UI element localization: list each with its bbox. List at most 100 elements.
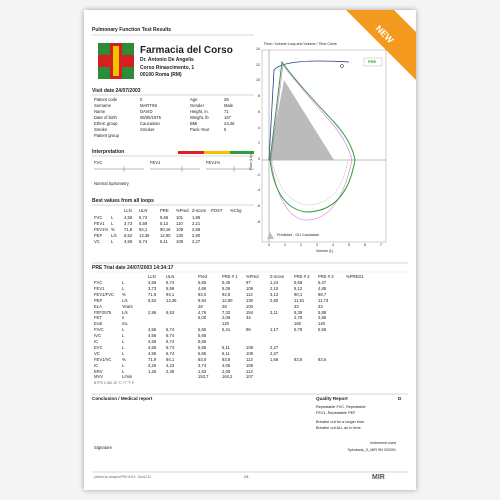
- cell: 3,11: [270, 309, 278, 315]
- cell: s: [122, 315, 125, 321]
- cell: 101: [176, 215, 183, 220]
- cell: 2,06: [222, 315, 231, 321]
- field-value: Smoker: [140, 127, 155, 132]
- cell: 6,74: [166, 327, 175, 333]
- cell: 4,56: [124, 239, 133, 244]
- field-value: 5: [224, 127, 227, 132]
- cell: 112: [246, 291, 253, 297]
- cell: 6,11: [222, 344, 230, 350]
- quality-title: Quality Report: [316, 396, 348, 401]
- clinic-name: Farmacia del Corso: [140, 45, 233, 56]
- cell: 6,74: [139, 239, 148, 244]
- clinic-address: Corso Rinascimento, 1: [140, 65, 195, 71]
- cell: 2,68: [192, 227, 201, 232]
- x-tick-label: 1: [284, 243, 286, 247]
- field-value: 23,46: [224, 121, 235, 126]
- column-header: LLN: [148, 274, 156, 279]
- predicted-legend: Predicted - GLI Caucasian: [277, 233, 320, 237]
- cell: 2,80: [270, 297, 279, 303]
- cell: 4,56: [148, 350, 157, 356]
- instrument-label: Instrument used: [370, 441, 396, 445]
- end-marker: [340, 64, 344, 68]
- cell: 5,68: [294, 280, 303, 285]
- logo: [98, 43, 134, 79]
- flow-volume-loop: [269, 159, 356, 213]
- legend-box: [363, 57, 383, 67]
- cell: 6,52: [148, 297, 157, 303]
- cell: 153,7: [198, 374, 209, 380]
- cell: 3,73: [124, 221, 133, 226]
- cell: IVC: [94, 333, 101, 339]
- cell: L: [122, 285, 125, 291]
- cell: L: [122, 350, 125, 356]
- gauge-label: FVC: [94, 160, 103, 165]
- cell: 4,56: [148, 333, 157, 339]
- predicted-icon: [267, 232, 274, 239]
- field-label: Weight, lb: [190, 115, 209, 120]
- cell: 33: [294, 303, 299, 309]
- field-value: 0: [140, 97, 143, 102]
- cell: L: [122, 344, 125, 350]
- report-page: Pulmonary Function Test Results NEW Farmac…: [84, 10, 416, 490]
- cell: 2,06: [222, 368, 231, 374]
- cell: 5,65: [198, 333, 207, 339]
- y-tick-label: -8: [256, 219, 260, 224]
- column-header: Z-score: [270, 274, 285, 279]
- x-tick-label: 7: [380, 243, 382, 247]
- cell: 1,24: [270, 280, 279, 285]
- y-tick-label: 2: [258, 141, 260, 146]
- section-title: Interpretation: [92, 149, 125, 155]
- cell: Years: [122, 303, 133, 309]
- cell: L: [111, 239, 114, 244]
- cell: 13,36: [139, 233, 150, 238]
- cell: 5,56: [318, 327, 327, 333]
- cell: 28: [198, 303, 203, 309]
- cell: FIVC: [94, 327, 104, 333]
- x-tick-label: 2: [300, 243, 302, 247]
- cell: 11,73: [318, 297, 329, 303]
- column-header: PRE # 3: [318, 274, 334, 279]
- section-title: Conclusion / Medical report: [92, 396, 153, 401]
- y-tick-label: -6: [256, 204, 260, 208]
- cell: 4,56: [124, 215, 133, 220]
- cell: 6,74: [166, 339, 175, 344]
- cell: 13,36: [166, 297, 177, 303]
- cell: ELA: [94, 303, 102, 309]
- cell: FEV1/VC: [94, 356, 112, 362]
- y-tick-label: -2: [256, 172, 260, 177]
- cell: 2,39: [166, 368, 175, 374]
- cell: 97: [246, 280, 251, 285]
- field-value: 167: [224, 115, 231, 120]
- cell: L: [122, 333, 125, 339]
- quality-note: FEV1, Repeatable PEF: [316, 411, 356, 415]
- cell: 11,91: [294, 297, 305, 303]
- cell: 71,9: [148, 291, 157, 297]
- signature-label: Signature: [94, 445, 112, 450]
- cell: 3,73: [148, 285, 157, 291]
- cell: 4,56: [148, 280, 157, 285]
- cell: 160: [294, 321, 301, 327]
- cell: 6,74: [166, 344, 175, 350]
- cell: 7,33: [222, 309, 231, 315]
- field-value: DAVID: [140, 109, 153, 114]
- quality-note: Breathe out for a longer time.: [316, 420, 366, 424]
- cell: 5,41: [222, 327, 231, 333]
- y-tick-label: 6: [258, 109, 260, 114]
- column-header: %Pred: [246, 274, 259, 279]
- quality-note: Repeatable FVC, Repeatable: [316, 405, 366, 409]
- column-header: PRE # 2: [294, 274, 310, 279]
- field-label: BMI: [190, 121, 198, 126]
- cell: PEF: [94, 297, 103, 303]
- cell: 5,66: [160, 215, 169, 220]
- cell: 5,65: [198, 327, 207, 333]
- field-value: MARTINI: [140, 103, 158, 108]
- cell: 154: [246, 309, 253, 315]
- cell: 83,0: [198, 291, 207, 297]
- cell: 5,59: [166, 285, 175, 291]
- cell: L: [111, 215, 114, 220]
- cell: 5,12: [294, 285, 303, 291]
- cell: 6,74: [166, 333, 175, 339]
- cell: 4,56: [148, 339, 157, 344]
- cell: ERV: [94, 368, 103, 374]
- column-header: %Pred: [176, 208, 189, 213]
